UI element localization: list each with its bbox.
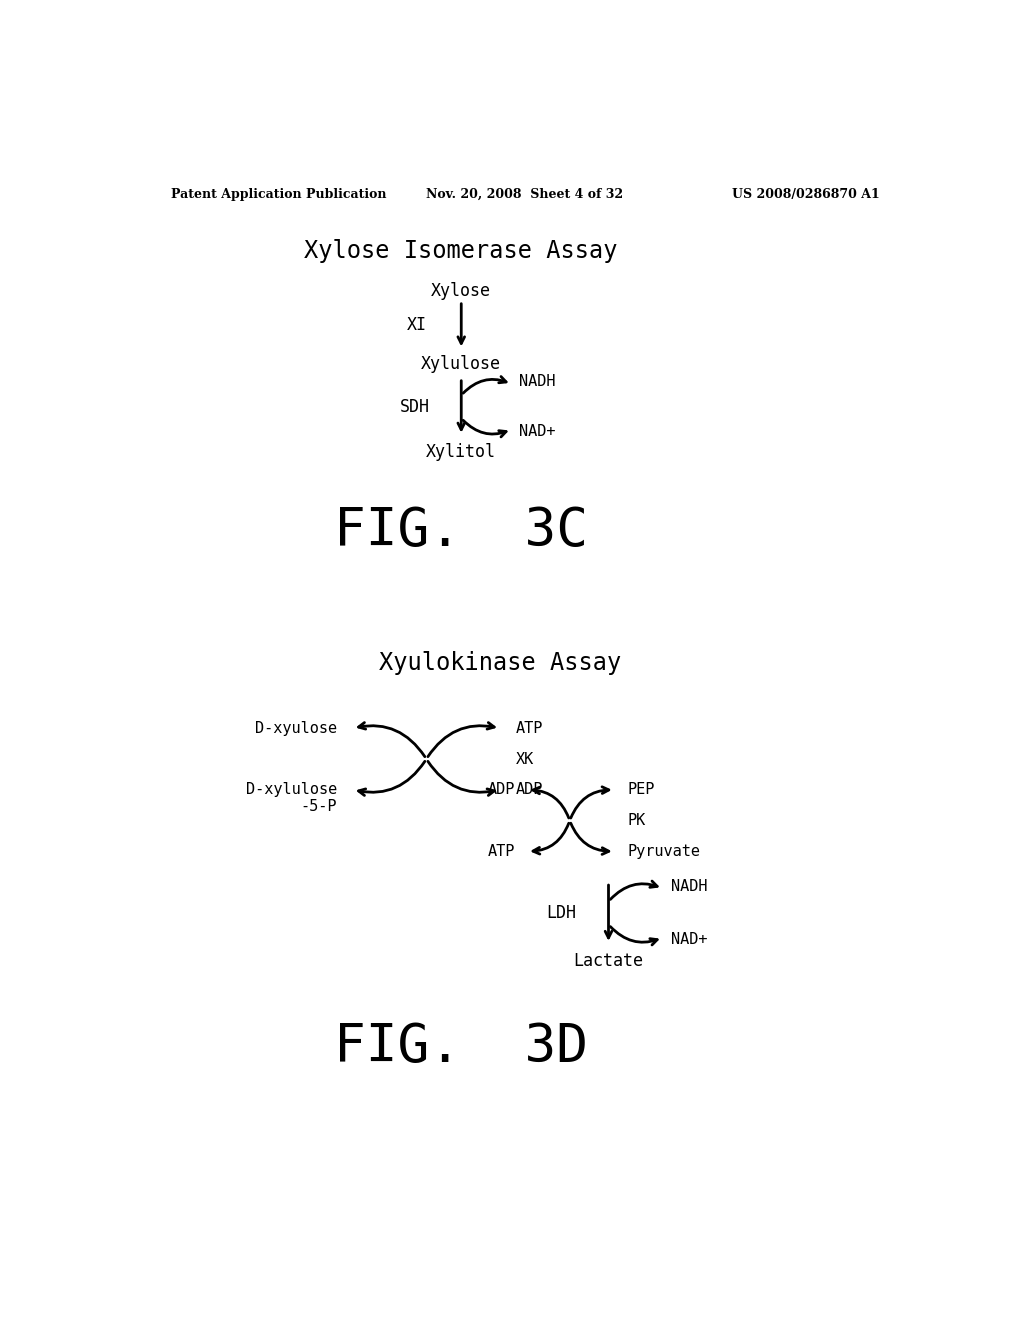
Text: Xylose Isomerase Assay: Xylose Isomerase Assay [304,239,618,263]
Text: Xylulose: Xylulose [421,355,502,372]
Text: Xylitol: Xylitol [426,444,497,461]
Text: -5-P: -5-P [301,799,337,814]
Text: ADP: ADP [515,783,543,797]
Text: Nov. 20, 2008  Sheet 4 of 32: Nov. 20, 2008 Sheet 4 of 32 [426,187,624,201]
Text: D-xylulose: D-xylulose [246,783,337,797]
Text: LDH: LDH [546,904,575,921]
Text: XK: XK [515,751,534,767]
Text: PK: PK [628,813,646,828]
Text: Patent Application Publication: Patent Application Publication [171,187,386,201]
Text: ATP: ATP [488,843,515,859]
Text: ADP: ADP [488,783,515,797]
Text: US 2008/0286870 A1: US 2008/0286870 A1 [732,187,880,201]
Text: FIG.  3C: FIG. 3C [334,506,588,557]
Text: FIG.  3D: FIG. 3D [334,1020,588,1073]
Text: NADH: NADH [671,879,707,894]
Text: Xylose: Xylose [431,281,492,300]
Text: NAD+: NAD+ [519,424,556,440]
Text: D-xyulose: D-xyulose [255,721,337,735]
Text: NADH: NADH [519,374,556,389]
Text: Lactate: Lactate [573,952,643,969]
Text: XI: XI [407,315,426,334]
Text: Pyruvate: Pyruvate [628,843,700,859]
Text: ATP: ATP [515,721,543,735]
Text: PEP: PEP [628,783,655,797]
Text: Xyulokinase Assay: Xyulokinase Assay [379,651,622,676]
Text: SDH: SDH [400,397,430,416]
Text: NAD+: NAD+ [671,932,707,948]
